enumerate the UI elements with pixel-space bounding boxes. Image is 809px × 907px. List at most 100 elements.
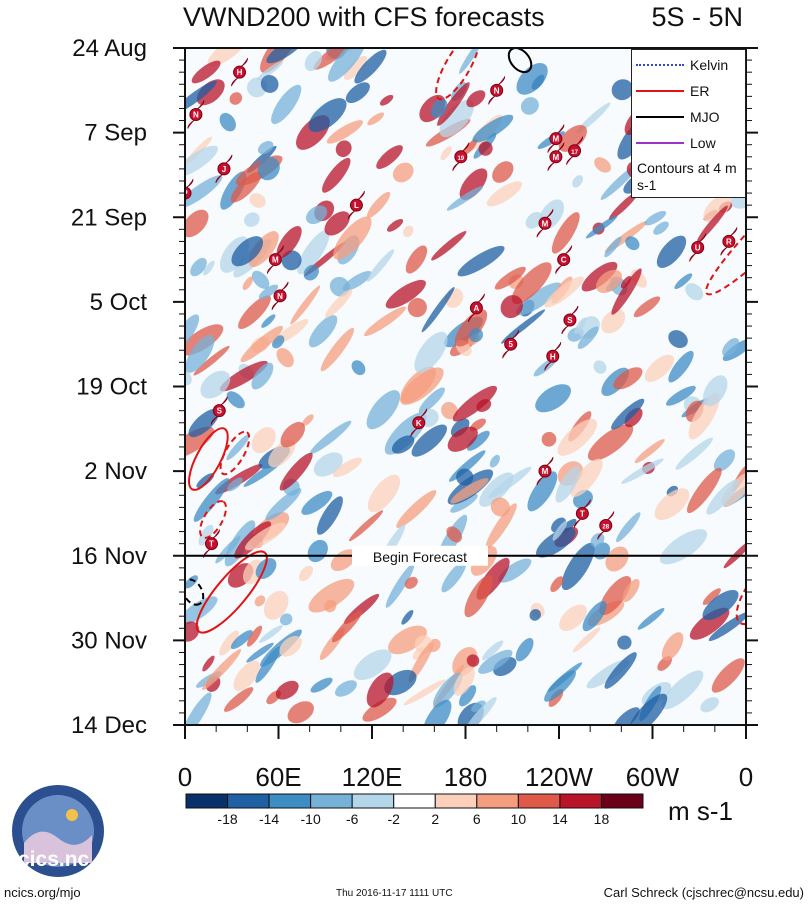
field-patch <box>387 218 404 232</box>
storm-icon <box>271 281 289 310</box>
y-tick-label: 2 Nov <box>84 458 147 485</box>
legend-er-label: ER <box>690 83 710 99</box>
storm-marker: K <box>410 408 428 437</box>
field-patch <box>258 284 279 300</box>
field-patch <box>550 576 564 593</box>
field-patch <box>441 561 467 593</box>
field-patch <box>251 270 270 289</box>
colorbar-label: -10 <box>301 811 321 827</box>
field-patch <box>544 670 576 702</box>
field-patch <box>634 439 665 464</box>
field-patch <box>450 418 470 437</box>
field-patch <box>244 522 286 551</box>
field-patch <box>379 94 394 106</box>
field-patch <box>703 375 728 407</box>
storm-icon <box>488 76 506 105</box>
storm-marker: N <box>271 281 289 310</box>
footer-url[interactable]: ncics.org/mjo <box>4 885 81 900</box>
field-patch <box>653 221 669 235</box>
field-patch <box>403 225 414 238</box>
colorbar-swatch <box>600 793 644 809</box>
field-patch <box>400 367 444 405</box>
storm-marker: J <box>215 154 233 183</box>
field-patch <box>303 264 319 281</box>
field-patch <box>190 257 207 277</box>
field-patch <box>229 92 243 105</box>
storm-icon <box>573 499 591 528</box>
field-patch <box>310 677 333 693</box>
field-patch <box>308 98 347 133</box>
field-patch <box>334 680 357 697</box>
y-tick-label: 5 Oct <box>90 289 148 316</box>
storm-marker: T <box>573 499 591 528</box>
field-patch <box>450 493 478 513</box>
storm-marker: 19 <box>452 142 470 171</box>
storm-label: P <box>182 189 188 198</box>
field-patch <box>685 283 704 301</box>
y-tick-label: 14 Dec <box>71 712 147 739</box>
field-patch <box>440 146 452 161</box>
footer-timestamp: Thu 2016-11-17 1111 UTC <box>336 888 453 899</box>
field-patch <box>231 236 264 267</box>
storm-icon <box>566 136 584 165</box>
field-patch <box>501 309 546 344</box>
field-patch <box>308 315 338 348</box>
field-patch <box>207 48 246 67</box>
field-patch <box>401 610 414 625</box>
logo-text: cics.nc <box>18 848 90 871</box>
field-patch <box>525 211 543 229</box>
storm-label: N <box>494 86 500 95</box>
colorbar-label: -6 <box>346 811 359 827</box>
x-tick-label: 60W <box>626 762 680 792</box>
x-tick-label: 60E <box>255 762 301 792</box>
field-patch <box>498 558 532 583</box>
field-patch <box>613 707 640 725</box>
field-patch <box>219 112 236 132</box>
field-patch <box>433 672 463 708</box>
storm-label: M <box>542 219 549 228</box>
field-patch <box>421 286 455 333</box>
field-patch <box>418 387 445 414</box>
field-patch <box>308 578 355 613</box>
field-patch <box>587 424 634 461</box>
field-patch <box>251 427 276 454</box>
field-patch <box>596 269 623 294</box>
storm-marker: 17 <box>566 136 584 165</box>
field-patch <box>561 542 595 591</box>
field-patch <box>203 260 215 276</box>
axis-layer: 24 Aug 7 Sep 21 Sep 5 Oct 19 Oct 2 Nov 16 Nov 3… <box>71 35 758 792</box>
field-patch <box>297 230 330 275</box>
legend-mjo-line <box>636 116 684 118</box>
field-patch <box>302 414 314 426</box>
field-patch <box>557 418 598 456</box>
field-patch <box>414 331 448 373</box>
storm-icon <box>202 529 220 558</box>
field-patch <box>453 666 475 696</box>
field-patch <box>431 231 467 261</box>
er-contour <box>765 568 809 700</box>
field-patch <box>202 655 215 672</box>
field-patch <box>279 613 293 626</box>
field-patch <box>185 314 200 350</box>
field-patch <box>459 685 477 707</box>
y-tick-label: 19 Oct <box>76 374 147 401</box>
storm-icon <box>502 330 520 359</box>
field-patch <box>329 276 350 297</box>
field-patch <box>333 457 363 478</box>
field-patch <box>621 458 664 484</box>
field-patch <box>482 640 504 661</box>
field-patch <box>354 49 387 84</box>
field-patch <box>544 276 584 308</box>
storm-label: S <box>567 316 573 325</box>
field-patch <box>198 524 214 546</box>
field-patch <box>233 660 260 691</box>
storm-label: J <box>222 165 226 174</box>
x-tick-label: 0 <box>739 762 753 792</box>
storm-layer: MLHNNM19M17OJPLMRUCMNAS5HSKMT28T <box>182 48 746 558</box>
field-patch <box>700 697 719 713</box>
field-patch <box>185 80 217 114</box>
field-patch <box>500 295 523 319</box>
field-patch <box>301 490 333 515</box>
field-patch <box>343 55 368 81</box>
field-patch <box>185 334 215 373</box>
